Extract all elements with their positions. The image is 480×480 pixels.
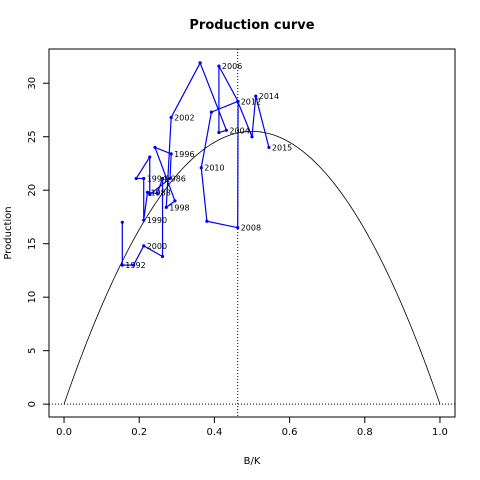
data-point [198,61,202,65]
x-tick-label: 0.0 [56,427,72,438]
data-point [134,176,138,181]
trajectory-line [121,61,270,266]
y-tick-label: 0 [27,401,38,407]
x-tick-label: 0.4 [206,427,222,438]
year-label: 2008 [241,224,261,233]
x-tick-label: 1.0 [432,427,448,438]
data-point [148,192,152,197]
chart-title: Production curve [189,18,314,33]
year-label: 2004 [229,126,249,135]
year-label: 2015 [272,143,292,152]
x-axis-label: B/K [244,456,261,467]
data-point [236,99,240,104]
data-point [168,176,172,181]
data-point [160,254,165,259]
data-point [142,176,146,181]
x-tick-label: 0.2 [131,427,147,438]
year-label: 1990 [147,216,167,225]
year-label: 1994 [147,174,167,183]
data-point [164,205,168,209]
year-label: 1998 [169,203,189,212]
data-point [142,244,146,248]
year-label: 2000 [147,242,167,251]
y-tick-label: 5 [27,347,38,353]
x-tick-label: 0.8 [357,427,373,438]
y-tick-label: 30 [27,77,38,90]
series-layer: 1992 2000 1986 1988 1990 1994 1996 1998 2002 2004… [120,61,292,270]
year-label: 1986 [166,174,186,183]
data-point [169,152,173,156]
data-point [120,220,124,224]
data-point [148,155,152,159]
data-point [217,130,221,135]
data-point [267,145,271,150]
data-point [169,115,173,120]
year-label: 1996 [174,150,194,159]
plot-frame [48,48,456,418]
year-label: 1988 [150,188,170,197]
data-point [145,190,150,194]
data-point [173,199,177,203]
data-point [224,128,229,132]
reference-lines [49,49,455,417]
data-point [160,176,165,181]
year-label: 2014 [259,92,279,101]
data-point [209,110,213,114]
data-point [205,219,209,223]
year-label: 2012 [241,97,261,106]
year-label: 1992 [125,261,145,270]
data-point [153,145,157,150]
data-point [131,263,136,267]
data-point [120,263,124,267]
y-tick-label: 15 [27,237,38,250]
data-point [236,226,240,230]
y-tick-label: 10 [27,291,38,304]
data-point [155,191,159,196]
data-point [217,64,221,68]
data-point [254,94,258,98]
data-point [250,135,254,139]
year-label: 2006 [222,62,242,71]
y-tick-label: 20 [27,184,38,197]
x-axis: 0.0 0.2 0.4 0.6 0.8 1.0 [56,417,448,438]
y-axis-label: Production [3,206,14,259]
data-point [142,218,146,222]
y-axis: 0 5 10 15 20 25 30 [27,77,49,407]
x-tick-label: 0.6 [282,427,298,438]
y-tick-label: 25 [27,130,38,143]
year-label: 2002 [174,113,194,122]
data-point [199,166,203,170]
year-label: 2010 [204,164,224,173]
